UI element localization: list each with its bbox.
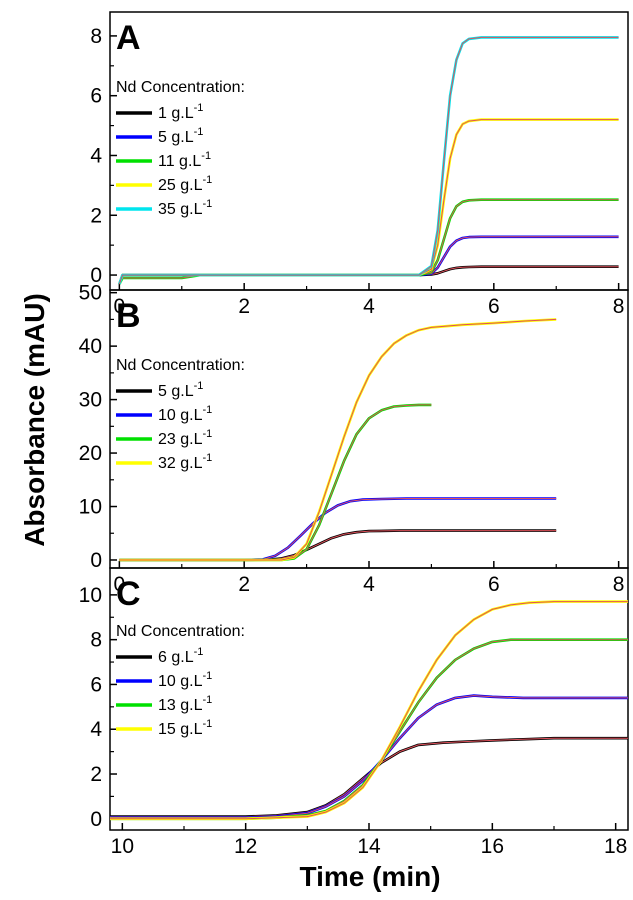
x-tick-label: 4 — [363, 295, 375, 318]
series-line-1 — [119, 529, 557, 562]
y-tick-label: 10 — [79, 584, 102, 607]
legend-label: 23 g.L-1 — [158, 428, 212, 448]
x-tick-label: 6 — [488, 295, 500, 318]
panel-letter: A — [116, 19, 141, 57]
series-line-3 — [119, 403, 432, 562]
panel-letter: C — [116, 575, 141, 613]
x-axis-title: Time (min) — [299, 861, 440, 892]
plot-frame — [109, 11, 629, 291]
legend-label: 1 g.L-1 — [158, 102, 203, 122]
y-tick-label: 0 — [90, 549, 102, 572]
y-tick-label: 8 — [90, 629, 102, 652]
series-line-2 — [119, 497, 557, 562]
y-tick-label: 6 — [90, 673, 102, 696]
x-tick-label: 16 — [481, 835, 504, 858]
legend-label: 25 g.L-1 — [158, 174, 212, 194]
y-tick-label: 30 — [79, 389, 102, 412]
y-tick-label: 6 — [90, 85, 102, 108]
fit-line-4 — [119, 318, 557, 561]
x-tick-label: 8 — [613, 573, 625, 596]
x-tick-label: 4 — [363, 573, 375, 596]
x-tick-label: 0 — [114, 295, 126, 318]
y-tick-label: 4 — [90, 144, 102, 167]
fit-line-3 — [119, 404, 432, 561]
x-tick-label: 14 — [357, 835, 381, 858]
x-tick-label: 10 — [111, 835, 134, 858]
legend-label: 10 g.L-1 — [158, 404, 212, 424]
y-tick-label: 10 — [79, 496, 102, 519]
panel-C: 0 2 4 6 8 10 10 12 14 16 18 C Nd Concentration: 6 g.L… — [79, 567, 629, 858]
y-tick-label: 8 — [90, 25, 102, 48]
y-tick-label: 4 — [90, 718, 102, 741]
y-tick-label: 0 — [90, 264, 102, 287]
legend-label: 32 g.L-1 — [158, 452, 212, 472]
legend-label: 11 g.L-1 — [158, 150, 211, 170]
x-tick-label: 18 — [604, 835, 627, 858]
y-tick-label: 50 — [79, 282, 102, 305]
x-tick-label: 12 — [234, 835, 257, 858]
legend-label: 35 g.L-1 — [158, 198, 212, 218]
fit-line-2 — [119, 498, 557, 561]
fit-line-5 — [118, 36, 619, 285]
x-tick-label: 0 — [114, 573, 126, 596]
y-tick-label: 2 — [90, 204, 102, 227]
legend-label: 6 g.L-1 — [158, 646, 203, 666]
legend-label: 13 g.L-1 — [158, 694, 212, 714]
legend-label: 15 g.L-1 — [158, 718, 212, 738]
legend-label: 5 g.L-1 — [158, 380, 203, 400]
x-tick-label: 2 — [238, 295, 250, 318]
x-tick-label: 2 — [238, 573, 250, 596]
x-tick-label: 8 — [613, 295, 625, 318]
y-tick-label: 20 — [79, 442, 102, 465]
legend-title: Nd Concentration: — [116, 79, 245, 96]
y-tick-label: 2 — [90, 763, 102, 786]
plot-frame — [109, 289, 629, 569]
fit-line-4 — [110, 601, 628, 820]
x-tick-label: 6 — [488, 573, 500, 596]
legend-label: 10 g.L-1 — [158, 670, 212, 690]
y-axis-title: Absorbance (mAU) — [19, 293, 50, 547]
panel-letter: B — [116, 297, 141, 335]
y-tick-label: 40 — [79, 335, 102, 358]
legend-title: Nd Concentration: — [116, 357, 245, 374]
legend-title: Nd Concentration: — [116, 623, 245, 640]
y-tick-label: 0 — [90, 808, 102, 831]
legend-label: 5 g.L-1 — [158, 126, 203, 146]
